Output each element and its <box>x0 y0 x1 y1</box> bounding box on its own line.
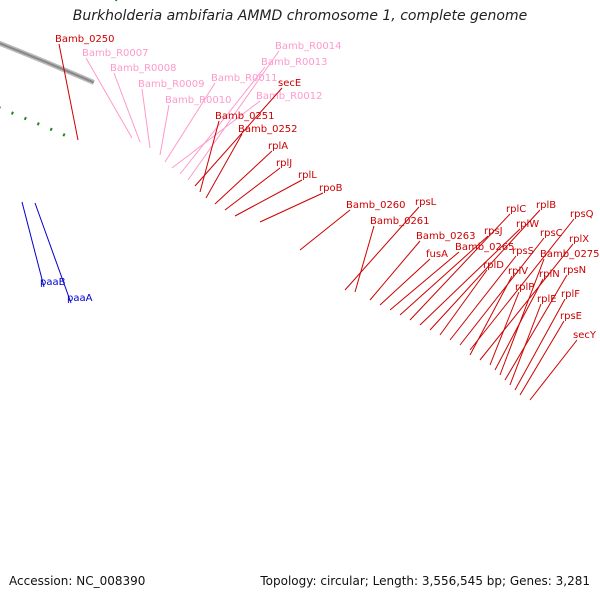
gene-label: rplB <box>536 200 556 211</box>
gene-label: rplA <box>268 141 288 152</box>
leader-line <box>499 258 545 376</box>
gene-label: paaA <box>67 293 93 304</box>
leader-line <box>205 133 243 199</box>
genome-summary: Topology: circular; Length: 3,556,545 bp… <box>260 574 590 588</box>
leader-line <box>179 66 266 175</box>
leader-line <box>514 298 566 391</box>
gene-label: rplN <box>539 269 560 280</box>
gene-label: rpsL <box>415 197 437 208</box>
leader-line <box>34 202 72 304</box>
gene-label: Bamb_0250 <box>55 34 115 45</box>
gene-label: rplL <box>298 170 317 181</box>
leader-line <box>113 72 141 143</box>
leader-line <box>459 237 545 346</box>
leader-line <box>439 269 488 336</box>
leader-line <box>519 320 565 396</box>
gene-label: rpsS <box>512 246 534 257</box>
leader-line <box>224 167 281 211</box>
gene-label: Bamb_0252 <box>238 124 298 135</box>
leader-line <box>369 240 421 301</box>
gene-label: rplP <box>515 282 534 293</box>
gene-label: rplE <box>537 294 557 305</box>
gene-label: Bamb_0251 <box>215 111 275 122</box>
gene-label: rpsC <box>540 228 563 239</box>
gene-label: Bamb_R0012 <box>256 91 322 102</box>
gene-label: Bamb_R0009 <box>138 79 204 90</box>
gene-label: rpsQ <box>570 209 594 220</box>
leader-line <box>509 303 542 386</box>
gene-label: rpsN <box>563 265 586 276</box>
leader-line <box>504 274 568 381</box>
leader-line <box>344 206 420 291</box>
gene-label: Bamb_0260 <box>346 200 406 211</box>
leader-line <box>164 82 216 163</box>
leader-line <box>171 100 261 169</box>
gene-label: rplD <box>483 260 504 271</box>
leader-line <box>354 225 375 293</box>
accession-text: Accession: NC_008390 <box>9 574 146 588</box>
leader-line <box>379 258 431 306</box>
leader-line <box>159 104 170 156</box>
leader-line <box>85 57 133 139</box>
genome-ring-line <box>0 42 95 84</box>
leader-line <box>529 339 578 401</box>
gene-label: Bamb_R0010 <box>165 95 231 106</box>
gene-label: paaB <box>40 277 66 288</box>
leader-line <box>469 275 513 356</box>
gene-label: rplV <box>508 266 528 277</box>
leader-line <box>449 255 517 341</box>
gene-label: Bamb_R0013 <box>261 57 327 68</box>
leader-line <box>259 192 324 223</box>
gene-label: rplF <box>561 289 580 300</box>
leader-line <box>429 209 541 331</box>
leader-line <box>489 291 520 366</box>
leader-line <box>58 43 79 141</box>
gene-label: Bamb_0265 <box>455 242 515 253</box>
gene-label: Bamb_R0011 <box>211 73 277 84</box>
gene-label: Bamb_R0008 <box>110 63 176 74</box>
leader-line <box>199 120 220 193</box>
leader-line <box>409 213 511 321</box>
gene-label: fusA <box>426 249 448 260</box>
gene-label: Bamb_R0007 <box>82 48 148 59</box>
leader-line <box>141 88 151 149</box>
leader-line <box>299 209 351 251</box>
gene-label: secY <box>573 330 597 341</box>
leader-line <box>21 201 45 288</box>
gene-label: Bamb_0263 <box>416 231 476 242</box>
genome-ring-outer <box>0 40 95 85</box>
map-title: Burkholderia ambifaria AMMD chromosome 1… <box>72 8 528 24</box>
gene-label: secE <box>278 78 301 89</box>
gene-label: rpoB <box>319 183 343 194</box>
gene-label: rplX <box>569 234 589 245</box>
leader-line <box>389 251 460 311</box>
leader-line <box>419 228 521 326</box>
leader-line <box>469 218 575 351</box>
gene-label: Bamb_R0014 <box>275 41 341 52</box>
gene-label: rplJ <box>276 158 292 169</box>
gene-label: rplW <box>516 219 539 230</box>
leader-line <box>234 179 303 217</box>
leader-line <box>214 150 273 205</box>
leader-line <box>194 87 283 187</box>
gene-label: rpsE <box>560 311 582 322</box>
leader-line <box>187 50 280 181</box>
leader-line <box>399 235 489 316</box>
gene-label: rplC <box>506 204 526 215</box>
gene-label: Bamb_0275 <box>540 249 600 260</box>
leader-line <box>479 243 574 361</box>
outer-dotted-track <box>113 0 129 6</box>
gene-label: Bamb_0261 <box>370 216 430 227</box>
